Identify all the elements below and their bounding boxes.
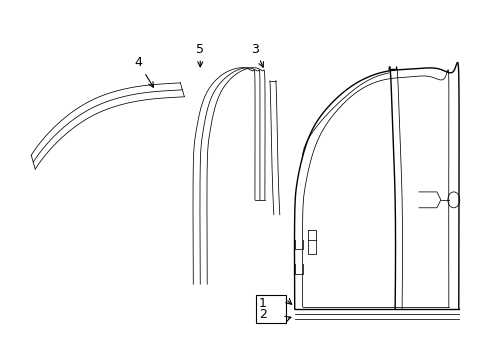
Text: 2: 2: [258, 309, 266, 321]
Text: 5: 5: [196, 42, 204, 67]
Text: 1: 1: [258, 297, 266, 310]
Text: 4: 4: [134, 57, 153, 87]
Text: 3: 3: [250, 42, 263, 67]
